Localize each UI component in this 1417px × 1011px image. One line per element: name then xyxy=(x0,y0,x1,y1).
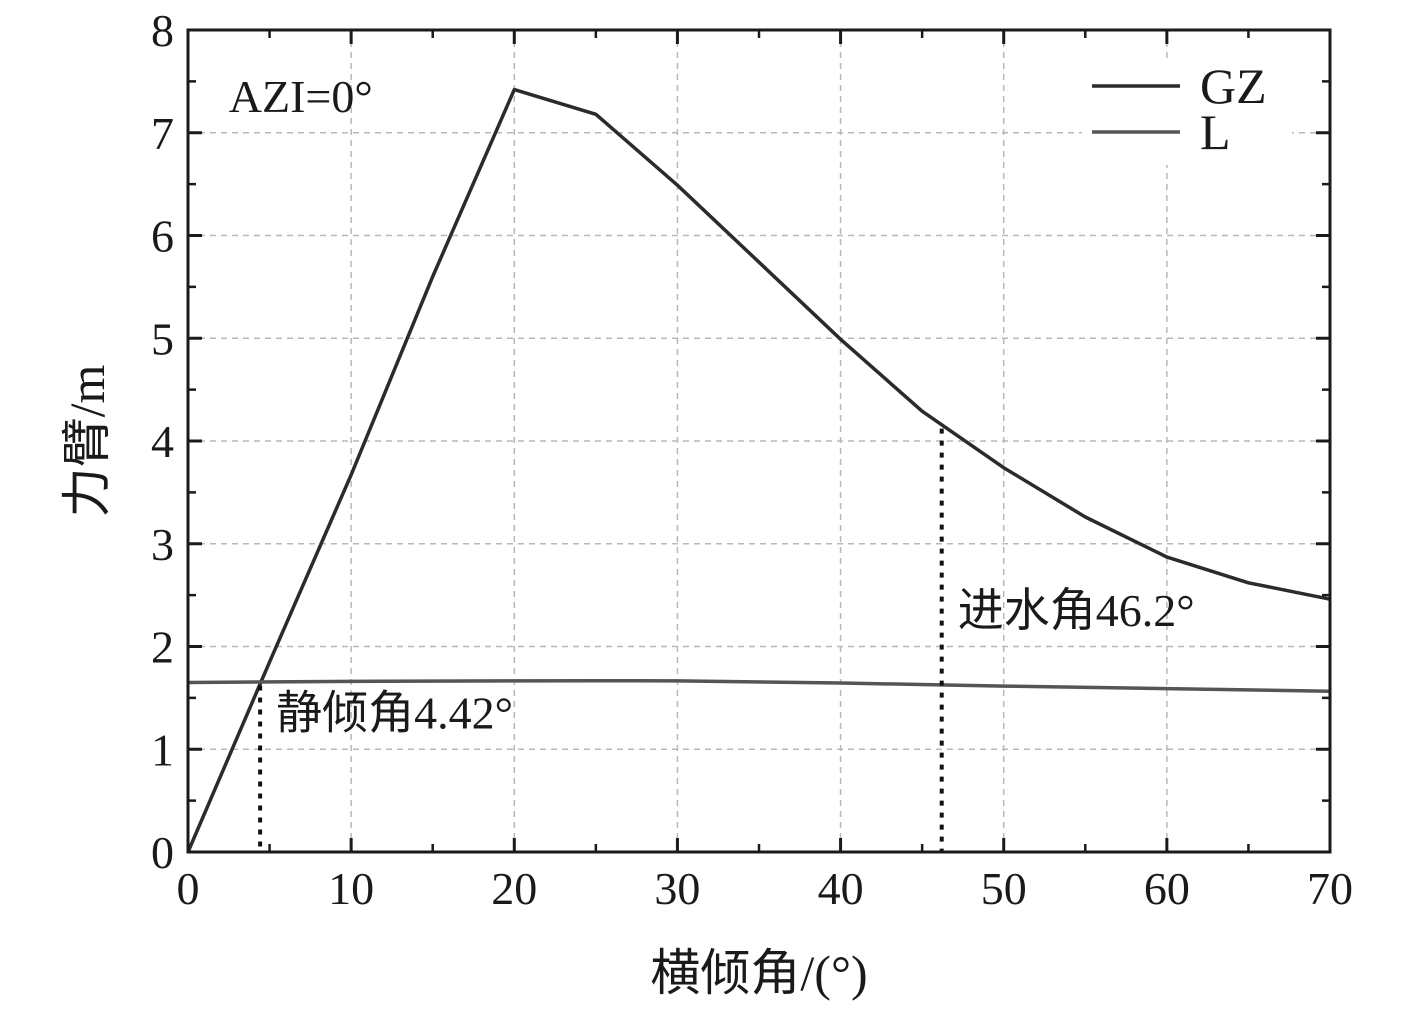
x-tick-label: 70 xyxy=(1307,863,1353,914)
x-tick-label: 10 xyxy=(328,863,374,914)
y-tick-label: 0 xyxy=(151,827,174,878)
angle-markers xyxy=(258,428,944,852)
x-tick-label: 30 xyxy=(654,863,700,914)
y-tick-label: 3 xyxy=(151,519,174,570)
x-tick-label: 60 xyxy=(1144,863,1190,914)
y-tick-label: 8 xyxy=(151,5,174,56)
y-tick-label: 2 xyxy=(151,622,174,673)
series-line-gz xyxy=(186,87,1331,853)
annotation-1: AZI=0° xyxy=(229,71,373,122)
annotations: AZI=0° 静倾角4.42° 进水角46.2° xyxy=(229,71,1195,739)
y-tick-label: 7 xyxy=(151,108,174,159)
grid-lines xyxy=(188,30,1330,852)
legend: GZL xyxy=(1082,58,1292,165)
legend-label-gz: GZ xyxy=(1200,58,1267,114)
x-tick-label: 50 xyxy=(981,863,1027,914)
x-tick-label: 40 xyxy=(818,863,864,914)
x-axis-label: 横倾角/(°) xyxy=(650,945,867,1001)
legend-background xyxy=(1082,60,1292,165)
y-tick-label: 4 xyxy=(151,416,174,467)
series-line-l xyxy=(187,678,1331,693)
series-layer xyxy=(186,87,1331,853)
axis-ticks xyxy=(186,28,1332,854)
annotation-3: 进水角46.2° xyxy=(958,585,1195,636)
y-axis-label: 力臂/m xyxy=(59,365,115,518)
y-tick-label: 5 xyxy=(151,313,174,364)
legend-label-l: L xyxy=(1200,104,1231,160)
y-tick-label: 1 xyxy=(151,724,174,775)
tick-labels: 0 10 20 30 40 50 60 70 0 1 2 3 4 5 6 7 8 xyxy=(151,5,1353,914)
y-tick-label: 6 xyxy=(151,211,174,262)
x-tick-label: 0 xyxy=(177,863,200,914)
annotation-2: 静倾角4.42° xyxy=(276,688,513,739)
x-tick-label: 20 xyxy=(491,863,537,914)
